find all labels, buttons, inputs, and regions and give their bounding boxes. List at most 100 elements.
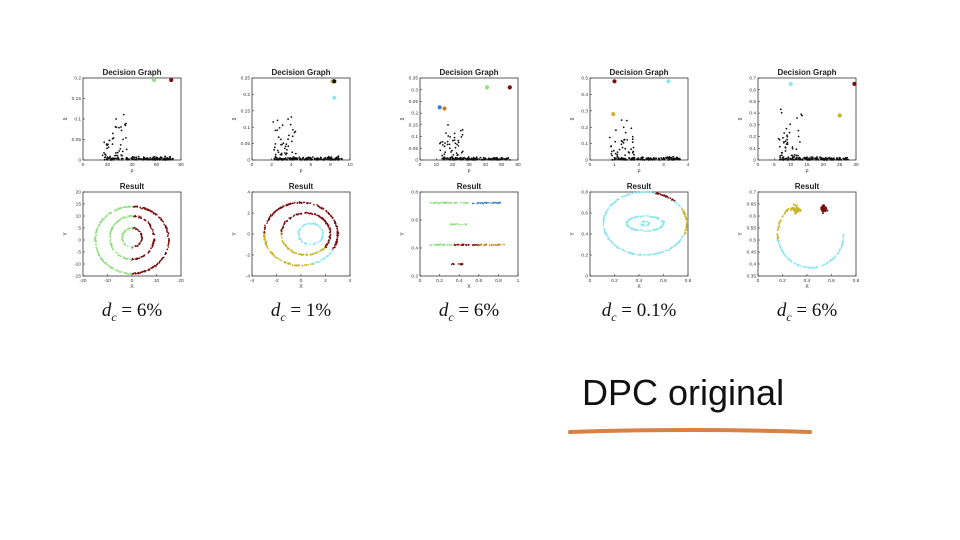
- result-point: [842, 236, 845, 239]
- plot-frame: [419, 77, 519, 161]
- result-point: [124, 243, 126, 245]
- cluster-center-point: [152, 77, 157, 83]
- result-point: [479, 202, 482, 204]
- density-point: [319, 156, 322, 159]
- result-point: [283, 223, 286, 225]
- result-point: [139, 242, 141, 245]
- result-point: [639, 229, 642, 231]
- result-point: [279, 207, 282, 209]
- x-tick-label: 0.8: [685, 278, 692, 284]
- result-point: [274, 256, 277, 259]
- density-point: [451, 155, 453, 158]
- result-point: [467, 202, 469, 204]
- result-point: [109, 232, 112, 235]
- result-point: [607, 207, 610, 209]
- result-point: [603, 227, 606, 230]
- result-point: [132, 246, 134, 248]
- result-point: [463, 201, 466, 204]
- result-point: [286, 248, 289, 250]
- density-point: [813, 157, 816, 160]
- result-point: [784, 211, 787, 213]
- y-tick-label: 0.25: [409, 99, 419, 105]
- density-point: [799, 158, 801, 161]
- x-tick-label: 10: [154, 278, 160, 284]
- result-point: [479, 244, 481, 246]
- density-point: [292, 129, 294, 131]
- density-point: [623, 139, 625, 141]
- result-point: [779, 247, 782, 249]
- cluster-center-point: [169, 77, 174, 83]
- result-point: [485, 201, 488, 204]
- density-point: [310, 157, 313, 160]
- density-point: [621, 146, 624, 149]
- result-point: [331, 249, 333, 251]
- result-point: [460, 264, 463, 266]
- result-point: [604, 233, 607, 236]
- result-point: [646, 220, 648, 223]
- density-point: [665, 157, 668, 160]
- result-point: [144, 208, 147, 211]
- density-point: [779, 108, 782, 111]
- result-point: [167, 232, 170, 234]
- result-point: [794, 211, 796, 214]
- result-point: [296, 201, 299, 204]
- result-point: [266, 246, 269, 248]
- result-point: [144, 270, 146, 273]
- result-point: [138, 257, 141, 260]
- density-point: [625, 119, 628, 122]
- density-point: [459, 129, 462, 132]
- density-point: [784, 147, 787, 149]
- result-point: [624, 250, 626, 252]
- density-point: [169, 155, 171, 158]
- density-point: [618, 157, 621, 160]
- result-point: [310, 212, 312, 214]
- x-tick-label: 4: [349, 278, 352, 284]
- result-point: [117, 208, 119, 210]
- y-tick-label: 0.5: [581, 76, 588, 82]
- result-point: [166, 229, 168, 232]
- density-point: [446, 140, 449, 143]
- x-tick-label: 30: [853, 162, 859, 168]
- result-point: [114, 222, 117, 225]
- result-point: [114, 269, 117, 271]
- density-point: [479, 156, 482, 159]
- density-point: [777, 137, 780, 140]
- density-point: [660, 157, 663, 159]
- y-tick-label: 0: [78, 238, 81, 244]
- density-point: [464, 157, 466, 160]
- result-point: [468, 244, 470, 246]
- density-point: [448, 143, 451, 146]
- density-point: [307, 156, 310, 159]
- result-point: [604, 215, 606, 217]
- result-point: [616, 247, 619, 249]
- density-point: [330, 156, 333, 159]
- x-tick-label: 2: [324, 278, 327, 284]
- x-tick-label: 0.6: [828, 278, 835, 284]
- result-point: [495, 202, 498, 204]
- result-point: [650, 253, 653, 256]
- result-point: [318, 215, 320, 217]
- density-point: [281, 158, 284, 160]
- result-point: [498, 243, 501, 245]
- cluster-center-point: [666, 79, 671, 84]
- density-point: [454, 146, 457, 149]
- result-point: [134, 205, 137, 208]
- result-point: [140, 256, 142, 258]
- density-point: [452, 154, 455, 156]
- density-point: [127, 158, 130, 161]
- result-point: [794, 262, 796, 265]
- density-point: [290, 116, 293, 118]
- result-point: [607, 238, 609, 241]
- result-point: [115, 251, 118, 254]
- density-point: [662, 156, 665, 159]
- result-point: [684, 215, 686, 218]
- result-point: [625, 221, 628, 224]
- density-point: [276, 129, 279, 132]
- result-point: [643, 230, 645, 233]
- result-point: [120, 255, 122, 258]
- density-point: [786, 138, 788, 141]
- x-axis-label: X: [805, 284, 809, 290]
- result-point: [840, 246, 843, 249]
- result-point: [111, 247, 114, 249]
